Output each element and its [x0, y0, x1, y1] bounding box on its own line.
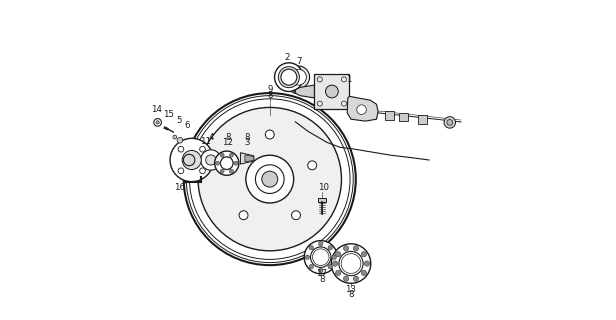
Text: 1: 1 — [346, 75, 352, 84]
Circle shape — [308, 161, 317, 170]
Circle shape — [201, 150, 221, 170]
Circle shape — [221, 157, 233, 169]
Circle shape — [291, 69, 306, 85]
Circle shape — [361, 252, 367, 257]
Circle shape — [318, 268, 323, 273]
Text: 8: 8 — [268, 91, 273, 100]
Circle shape — [281, 69, 297, 85]
Circle shape — [182, 150, 201, 170]
Text: 16: 16 — [174, 183, 185, 192]
Circle shape — [312, 249, 329, 266]
Circle shape — [278, 67, 299, 88]
Circle shape — [353, 246, 359, 251]
Text: 8: 8 — [225, 133, 230, 142]
Circle shape — [173, 135, 177, 139]
Polygon shape — [295, 85, 314, 98]
Circle shape — [287, 66, 310, 88]
Polygon shape — [240, 153, 254, 164]
Bar — [399, 113, 408, 122]
Circle shape — [357, 105, 367, 115]
Text: 5: 5 — [177, 116, 182, 125]
Circle shape — [336, 252, 341, 257]
Circle shape — [305, 255, 310, 260]
Circle shape — [309, 245, 314, 250]
Circle shape — [353, 276, 359, 281]
Text: 2: 2 — [285, 52, 290, 61]
Circle shape — [304, 241, 338, 274]
Circle shape — [318, 242, 323, 246]
Polygon shape — [347, 96, 378, 121]
Circle shape — [328, 245, 333, 250]
Circle shape — [206, 155, 216, 165]
Polygon shape — [245, 155, 254, 162]
Circle shape — [325, 85, 338, 98]
Text: 15: 15 — [163, 110, 174, 119]
Circle shape — [198, 108, 341, 251]
Circle shape — [200, 168, 205, 174]
Circle shape — [220, 153, 224, 157]
Circle shape — [364, 261, 370, 266]
Text: 4: 4 — [208, 132, 214, 141]
Text: 11: 11 — [200, 137, 211, 146]
Text: 17: 17 — [316, 269, 327, 278]
Circle shape — [239, 211, 248, 220]
Circle shape — [221, 157, 233, 170]
Circle shape — [333, 261, 338, 266]
Circle shape — [309, 264, 314, 269]
Circle shape — [177, 137, 183, 143]
Circle shape — [343, 276, 349, 281]
Circle shape — [328, 264, 333, 269]
Circle shape — [447, 120, 453, 125]
Circle shape — [178, 168, 184, 174]
Text: 13: 13 — [346, 284, 357, 293]
Circle shape — [265, 130, 274, 139]
FancyBboxPatch shape — [314, 74, 349, 109]
Text: 3: 3 — [245, 138, 250, 147]
Circle shape — [332, 255, 336, 260]
Text: 7: 7 — [297, 57, 302, 66]
Circle shape — [216, 161, 219, 165]
Circle shape — [178, 146, 184, 152]
Text: 10: 10 — [318, 183, 329, 192]
Circle shape — [339, 252, 363, 276]
Circle shape — [361, 270, 367, 276]
Bar — [318, 198, 326, 202]
Text: 6: 6 — [184, 121, 190, 130]
Circle shape — [310, 247, 331, 268]
Circle shape — [223, 161, 232, 170]
Circle shape — [331, 244, 371, 283]
Circle shape — [184, 154, 195, 166]
Text: 14: 14 — [151, 105, 162, 114]
Circle shape — [336, 270, 341, 276]
Circle shape — [234, 161, 238, 165]
Circle shape — [214, 151, 239, 175]
Circle shape — [246, 155, 294, 203]
Circle shape — [262, 171, 278, 187]
Circle shape — [200, 146, 205, 152]
Circle shape — [444, 117, 455, 128]
Text: 12: 12 — [222, 138, 233, 147]
Circle shape — [170, 138, 213, 182]
Bar — [385, 111, 394, 120]
Text: 8: 8 — [348, 290, 354, 299]
Circle shape — [341, 254, 361, 273]
Text: 9: 9 — [268, 85, 273, 94]
Text: 8: 8 — [319, 275, 325, 284]
Circle shape — [229, 153, 233, 157]
Circle shape — [184, 93, 356, 265]
Circle shape — [291, 211, 301, 220]
Circle shape — [256, 165, 284, 194]
Circle shape — [343, 246, 349, 251]
Circle shape — [220, 169, 224, 173]
Circle shape — [229, 169, 233, 173]
Text: 8: 8 — [245, 132, 250, 141]
Bar — [418, 116, 427, 124]
Circle shape — [156, 121, 159, 124]
Circle shape — [275, 63, 303, 92]
